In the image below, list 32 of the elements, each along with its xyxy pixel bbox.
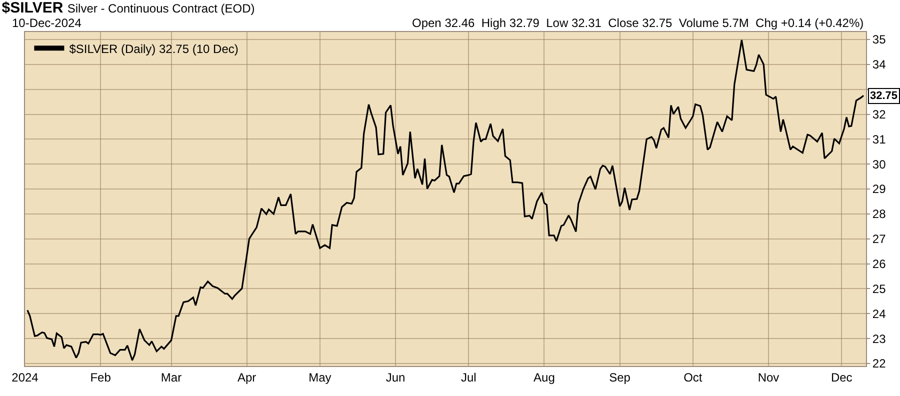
- y-tick-label: 30: [872, 157, 886, 172]
- text: Open 32.46 High 32.79 Low 32.31 Close 32.75 Volume 5.7M Chg +0.14 (+0.42%): [412, 16, 864, 30]
- x-tick-label: Feb: [90, 370, 112, 384]
- x-tick-label: Jul: [460, 370, 476, 384]
- x-tick-label: 2024: [12, 370, 39, 384]
- x-tick-label: Sep: [609, 370, 631, 384]
- x-tick-label: Oct: [684, 370, 703, 384]
- y-tick-label: 27: [872, 232, 886, 246]
- x-tick-label: Aug: [534, 370, 555, 384]
- y-tick-label: 23: [872, 332, 886, 346]
- text: 10-Dec-2024: [12, 16, 82, 30]
- annotation: 32.75: [870, 90, 898, 102]
- x-tick-label: Nov: [758, 370, 780, 384]
- y-tick-label: 29: [872, 182, 886, 196]
- line-series: [26, 39, 864, 362]
- y-tick-label: 31: [872, 132, 886, 146]
- y-tick-label: 25: [872, 282, 886, 296]
- y-tick-label: 24: [872, 306, 886, 321]
- x-tick-label: Jun: [386, 370, 406, 384]
- y-tick-label: 26: [872, 257, 886, 272]
- y-tick-label: 28: [872, 207, 886, 222]
- y-tick-label: 32: [872, 107, 886, 122]
- chart-title: $SILVER: [2, 0, 64, 16]
- x-tick-label: Mar: [160, 370, 182, 384]
- x-tick-label: May: [308, 370, 332, 384]
- y-tick-label: 35: [872, 32, 886, 47]
- legend-label: $SILVER (Daily) 32.75 (10 Dec): [69, 42, 238, 56]
- x-tick-label: Dec: [830, 370, 852, 384]
- x-tick-label: Apr: [237, 370, 256, 384]
- y-tick-label: 22: [872, 356, 886, 371]
- chart-subtitle: Silver - Continuous Contract (EOD): [67, 1, 255, 16]
- y-tick-label: 34: [872, 58, 886, 72]
